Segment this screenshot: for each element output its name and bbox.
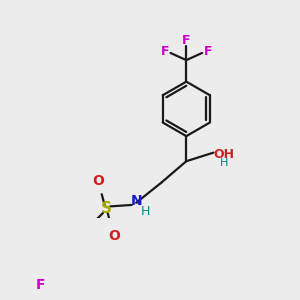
Text: F: F [182,34,190,47]
Text: N: N [130,194,142,208]
Text: F: F [36,278,46,292]
Text: H: H [141,205,150,218]
Text: F: F [204,45,212,58]
Text: O: O [108,229,120,243]
Text: F: F [160,45,169,58]
Text: OH: OH [213,148,234,161]
Text: H: H [219,158,228,168]
Text: O: O [92,174,104,188]
Text: S: S [100,201,112,216]
